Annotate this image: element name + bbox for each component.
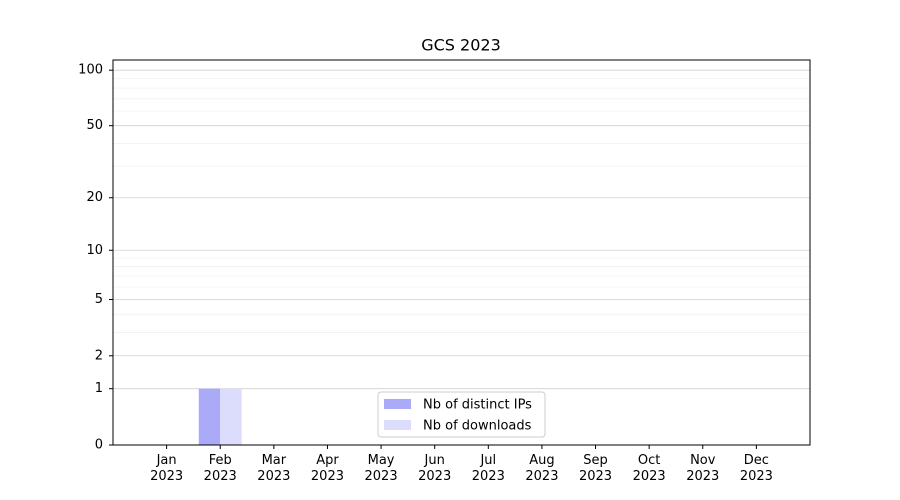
chart-title: GCS 2023 bbox=[421, 36, 501, 55]
legend-swatch bbox=[384, 420, 411, 430]
x-tick-label: Nov 2023 bbox=[686, 453, 720, 484]
x-tick-label: Feb 2023 bbox=[203, 453, 237, 484]
y-tick-label: 0 bbox=[95, 438, 103, 453]
y-tick-label: 1 bbox=[95, 381, 103, 396]
y-tick-label: 50 bbox=[86, 118, 103, 133]
legend: Nb of distinct IPs Nb of downloads bbox=[377, 391, 546, 438]
legend-swatch bbox=[384, 399, 411, 409]
x-tick-label: Mar 2023 bbox=[257, 453, 291, 484]
plot-frame bbox=[112, 59, 811, 446]
bar bbox=[198, 388, 221, 445]
bar bbox=[220, 388, 242, 445]
x-tick-label: Dec 2023 bbox=[739, 453, 773, 484]
x-tick-label: Aug 2023 bbox=[525, 453, 559, 484]
legend-frame bbox=[377, 391, 546, 438]
x-tick-label: Sep 2023 bbox=[578, 453, 613, 484]
y-tick-label: 2 bbox=[95, 348, 103, 363]
legend-label: Nb of downloads bbox=[423, 419, 532, 434]
y-tick-label: 5 bbox=[95, 292, 103, 307]
x-tick-label: May 2023 bbox=[364, 453, 398, 484]
y-tick-label: 10 bbox=[86, 243, 103, 258]
x-tick-label: Oct 2023 bbox=[632, 453, 666, 484]
y-tick-label: 100 bbox=[78, 63, 103, 78]
y-tick-label: 20 bbox=[86, 190, 103, 205]
x-tick-label: Jul 2023 bbox=[471, 453, 505, 484]
x-tick-label: Apr 2023 bbox=[310, 453, 344, 484]
legend-label: Nb of distinct IPs bbox=[423, 398, 532, 413]
x-tick-label: Jun 2023 bbox=[418, 453, 452, 484]
x-tick-label: Jan 2023 bbox=[150, 453, 184, 484]
